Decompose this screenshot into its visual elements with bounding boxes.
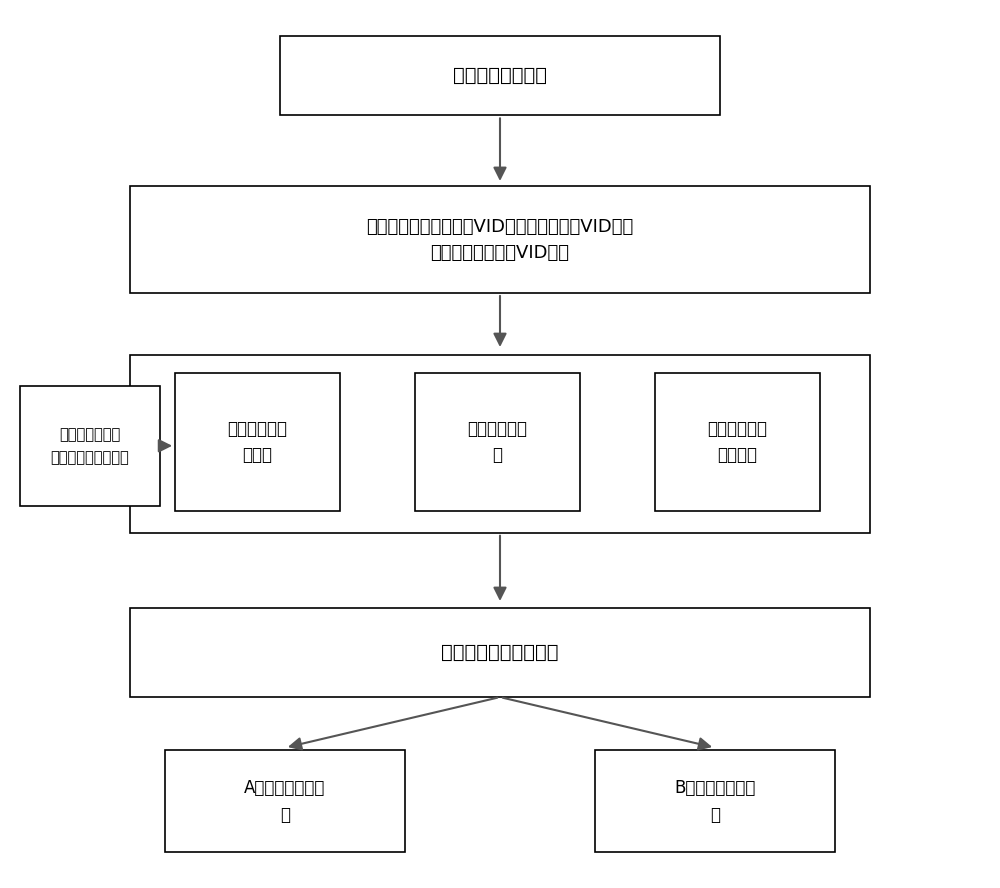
FancyBboxPatch shape	[130, 186, 870, 293]
Text: 完备性、有效
性检测: 完备性、有效 性检测	[228, 420, 288, 464]
FancyBboxPatch shape	[165, 750, 405, 852]
Text: A型交换机配置文
件: A型交换机配置文 件	[244, 780, 326, 824]
Text: 交换机信息流配置结果: 交换机信息流配置结果	[441, 643, 559, 662]
Text: 信息流异常情况
变电站运行管理要求: 信息流异常情况 变电站运行管理要求	[51, 428, 129, 464]
FancyBboxPatch shape	[175, 373, 340, 511]
Text: 信息流路径检
索: 信息流路径检 索	[468, 420, 528, 464]
Text: 改扩建增量配
置、校核: 改扩建增量配 置、校核	[708, 420, 768, 464]
FancyBboxPatch shape	[415, 373, 580, 511]
FancyBboxPatch shape	[655, 373, 820, 511]
FancyBboxPatch shape	[130, 355, 870, 533]
Text: B型交换机配置文
件: B型交换机配置文 件	[674, 780, 756, 824]
FancyBboxPatch shape	[20, 386, 160, 506]
Text: 信息流的配置条件: 信息流的配置条件	[453, 66, 547, 85]
FancyBboxPatch shape	[280, 36, 720, 115]
FancyBboxPatch shape	[130, 608, 870, 697]
Text: 交换机各端口发送报文VID清单、接收报文VID清单
交换机各端口阻断VID列表: 交换机各端口发送报文VID清单、接收报文VID清单 交换机各端口阻断VID列表	[366, 218, 634, 262]
FancyBboxPatch shape	[595, 750, 835, 852]
